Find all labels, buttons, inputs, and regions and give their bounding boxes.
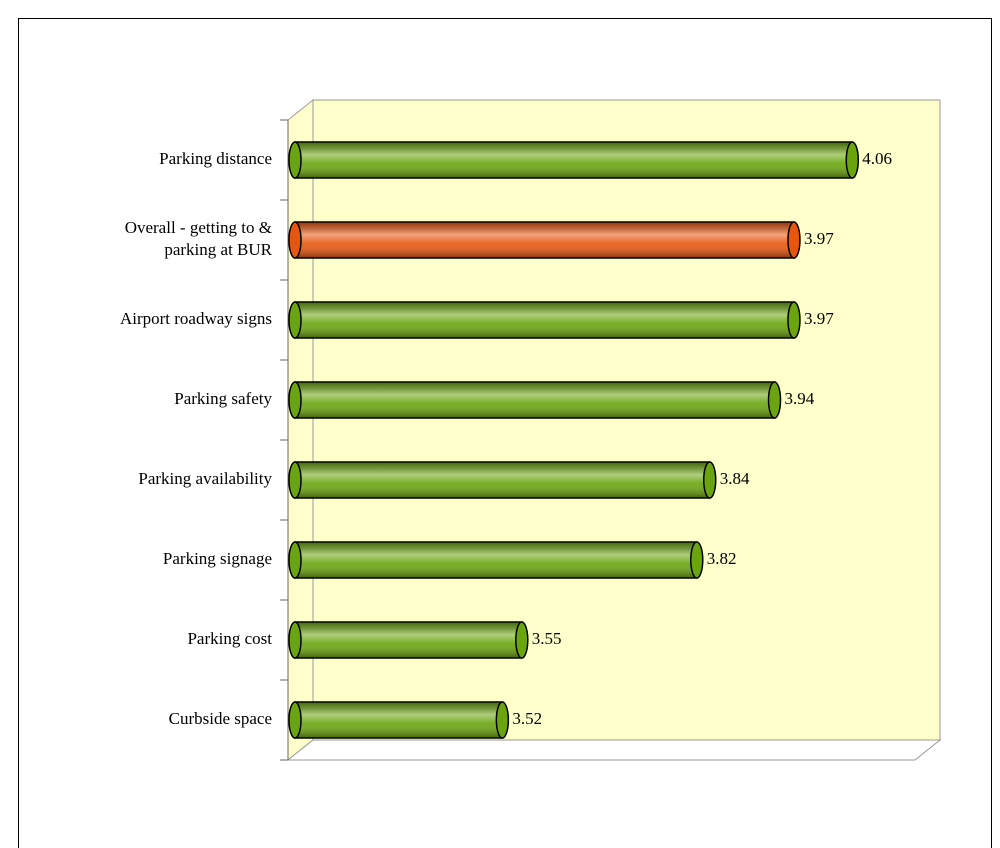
bar-cap-left [288, 461, 302, 499]
bar-cap-right [787, 221, 801, 259]
bar-shade [295, 382, 775, 418]
value-label: 4.06 [862, 149, 892, 168]
category-label: Parking availability [138, 469, 272, 488]
bar [288, 221, 801, 259]
bar [288, 301, 801, 339]
bar-cap-left [288, 621, 302, 659]
bar-cap-left [288, 141, 302, 179]
bar-cap-left [288, 301, 302, 339]
category-label: Parking safety [174, 389, 272, 408]
category-label: Curbside space [169, 709, 272, 728]
bar-shade [295, 622, 522, 658]
bar-cap-right [845, 141, 860, 179]
bar [288, 141, 860, 179]
value-label: 3.84 [720, 469, 750, 488]
bar-cap-right [702, 461, 717, 499]
category-label: Parking signage [163, 549, 272, 568]
bar [288, 541, 704, 579]
bar-cap-right [767, 381, 782, 419]
bar [288, 621, 529, 659]
bar-shade [295, 702, 503, 738]
bar-cap-right [495, 701, 510, 739]
category-label: Parking distance [159, 149, 272, 168]
floor [286, 739, 942, 761]
bar [288, 461, 717, 499]
bar-shade [295, 222, 794, 258]
bar-cap-left [288, 541, 302, 579]
bar-cap-right [515, 621, 529, 659]
category-label: Airport roadway signs [120, 309, 272, 328]
bar-cap-left [288, 701, 302, 739]
value-label: 3.97 [804, 229, 834, 248]
bar-shade [295, 302, 794, 338]
bar-cap-left [288, 221, 302, 259]
bar-shade [295, 462, 710, 498]
bar-cap-right [787, 301, 801, 339]
side-wall [287, 98, 314, 762]
value-label: 3.97 [804, 309, 834, 328]
bar [288, 381, 782, 419]
value-label: 3.82 [707, 549, 737, 568]
bar [288, 701, 510, 739]
value-label: 3.55 [532, 629, 562, 648]
bar-cap-left [288, 381, 302, 419]
category-label: Overall - getting to & parking at BUR [125, 218, 273, 259]
bar-cap-right [690, 541, 704, 579]
bar-shade [295, 142, 853, 178]
category-label: Parking cost [187, 629, 272, 648]
value-label: 3.94 [785, 389, 815, 408]
bar-shade [295, 542, 697, 578]
value-label: 3.52 [512, 709, 542, 728]
